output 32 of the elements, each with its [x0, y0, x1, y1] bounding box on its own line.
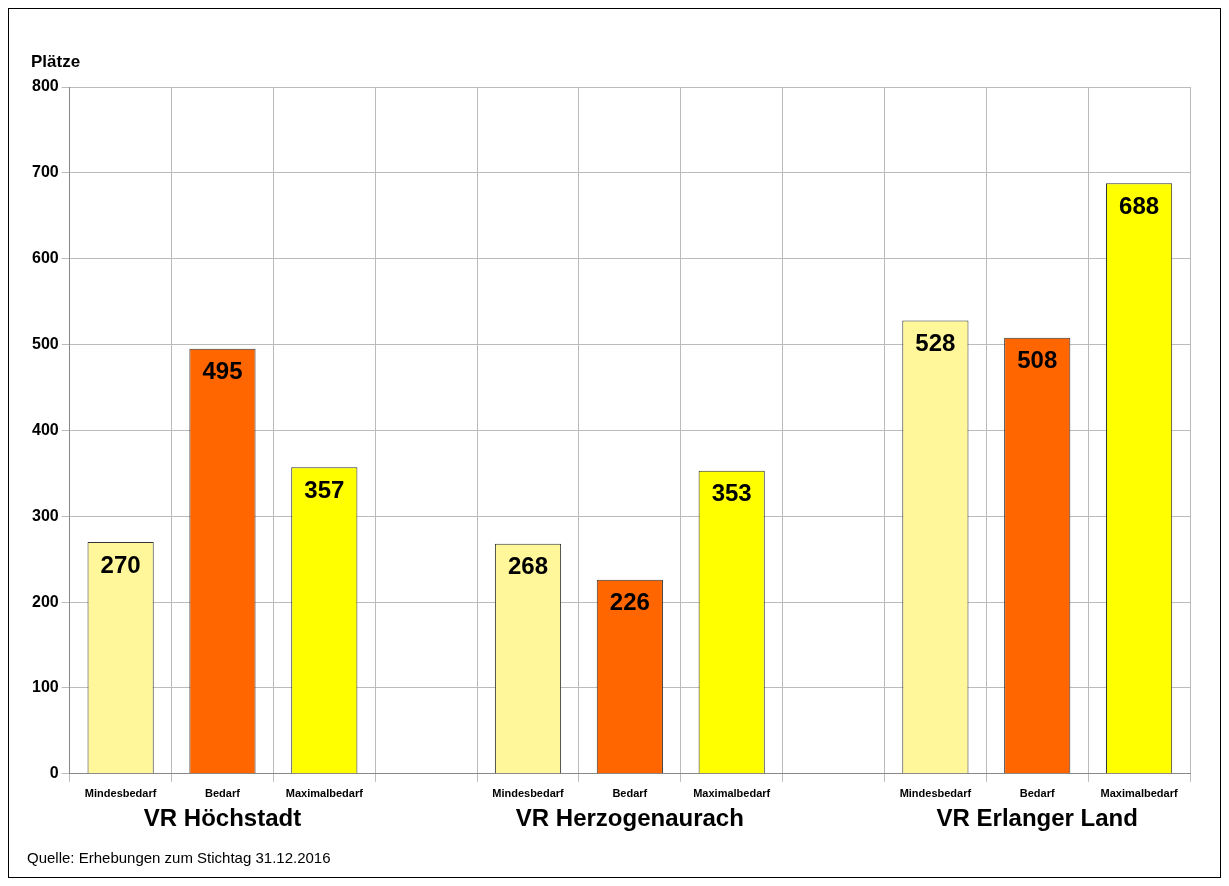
data-label: 268 [507, 552, 549, 580]
data-label: 357 [304, 475, 345, 503]
text: VR Höchstadt [143, 804, 302, 832]
data-label: 688 [1119, 191, 1160, 219]
y-tick-label: 0 [49, 764, 59, 782]
y-tick-label: 700 [31, 163, 59, 181]
x-tick-label: Bedarf [612, 787, 648, 800]
data-label: 226 [609, 588, 650, 616]
x-tick-label: Maximalbedarf [693, 787, 771, 800]
y-tick-label: 100 [31, 678, 59, 696]
y-axis-title: Plätze [31, 52, 81, 72]
x-tick-label: Mindesbedarf [492, 787, 565, 800]
data-label: 495 [202, 357, 243, 385]
y-tick-label: 800 [31, 77, 59, 95]
x-tick-label: Bedarf [205, 787, 241, 800]
data-label: 270 [100, 550, 141, 578]
y-tick-label: 600 [31, 249, 59, 267]
x-tick-label: Maximalbedarf [1100, 787, 1178, 800]
x-tick-label: Bedarf [1019, 787, 1055, 800]
text: VR Herzogenaurach [515, 804, 744, 832]
y-tick-label: 200 [31, 592, 59, 610]
text: VR Erlanger Land [936, 804, 1138, 832]
y-tick-label: 300 [31, 506, 59, 524]
y-tick-label: 500 [31, 334, 59, 352]
data-label: 508 [1017, 346, 1058, 374]
data-label: 528 [915, 329, 956, 357]
source-note: Quelle: Erhebungen zum Stichtag 31.12.2016 [27, 848, 331, 866]
x-tick-label: Mindesbedarf [84, 787, 157, 800]
data-label: 353 [711, 479, 752, 507]
y-tick-label: 400 [31, 420, 59, 438]
x-tick-label: Mindesbedarf [899, 787, 972, 800]
x-tick-label: Maximalbedarf [285, 787, 364, 800]
